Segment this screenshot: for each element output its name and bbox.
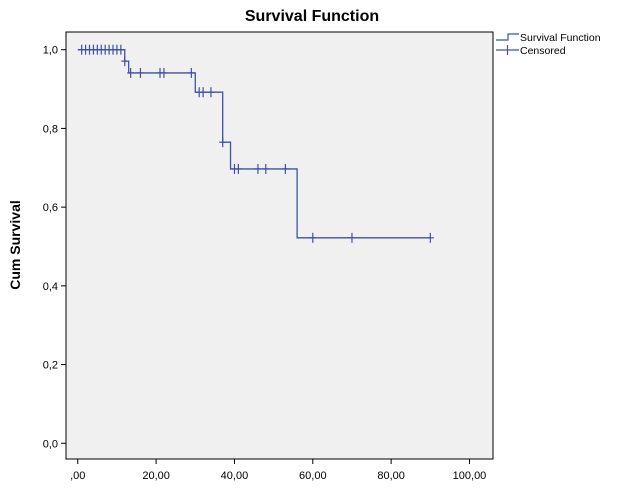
legend-censored-label: Censored [520, 45, 566, 57]
x-tick-label: 80,00 [377, 470, 405, 482]
censored-marker [426, 232, 434, 243]
y-tick-label: 0,0 [43, 438, 58, 450]
censored-marker [117, 44, 125, 55]
censored-marker [262, 163, 270, 174]
censored-marker [309, 232, 317, 243]
plot-area [65, 31, 494, 460]
y-tick-label: 0,2 [43, 360, 58, 372]
censored-marker [219, 137, 227, 148]
censored-marker [234, 163, 242, 174]
x-tick-label: ,00 [70, 470, 85, 482]
chart-title: Survival Function [245, 8, 379, 25]
series-layer [77, 44, 434, 243]
legend: Survival Function Censored [496, 32, 601, 57]
censored-marker [136, 67, 144, 78]
y-tick-label: 0,8 [43, 123, 58, 135]
y-tick-label: 0,6 [43, 202, 58, 214]
y-tick-label: 1,0 [43, 45, 58, 57]
x-tick-label: 100,00 [453, 470, 487, 482]
legend-survival-label: Survival Function [520, 32, 601, 44]
censored-marker [207, 87, 215, 98]
censored-marker [187, 67, 195, 78]
x-tick-label: 20,00 [142, 470, 170, 482]
censored-marker [127, 67, 135, 78]
censored-marker [348, 232, 356, 243]
censored-marker [121, 56, 129, 67]
censored-marker [281, 163, 289, 174]
legend-survival-swatch [496, 33, 519, 41]
censored-marker [160, 67, 168, 78]
legend-censored-swatch [496, 45, 519, 55]
y-tick-label: 0,4 [43, 281, 58, 293]
y-axis-ticks: 0,0 0,2 0,4 0,6 0,8 1,0 [43, 45, 66, 450]
x-tick-label: 60,00 [299, 470, 327, 482]
censored-marker [254, 163, 262, 174]
y-axis-label: Cum Survival [7, 200, 23, 289]
censored-marker [199, 87, 207, 98]
x-axis-ticks: ,00 20,00 40,00 60,00 80,00 100,00 [70, 459, 486, 482]
x-tick-label: 40,00 [221, 470, 249, 482]
